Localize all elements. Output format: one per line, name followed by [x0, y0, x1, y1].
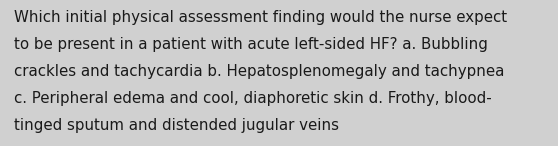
Text: to be present in a patient with acute left-sided HF? a. Bubbling: to be present in a patient with acute le… [14, 37, 488, 52]
Text: Which initial physical assessment finding would the nurse expect: Which initial physical assessment findin… [14, 10, 507, 25]
Text: c. Peripheral edema and cool, diaphoretic skin d. Frothy, blood-: c. Peripheral edema and cool, diaphoreti… [14, 91, 492, 106]
Text: crackles and tachycardia b. Hepatosplenomegaly and tachypnea: crackles and tachycardia b. Hepatospleno… [14, 64, 504, 79]
Text: tinged sputum and distended jugular veins: tinged sputum and distended jugular vein… [14, 118, 339, 133]
